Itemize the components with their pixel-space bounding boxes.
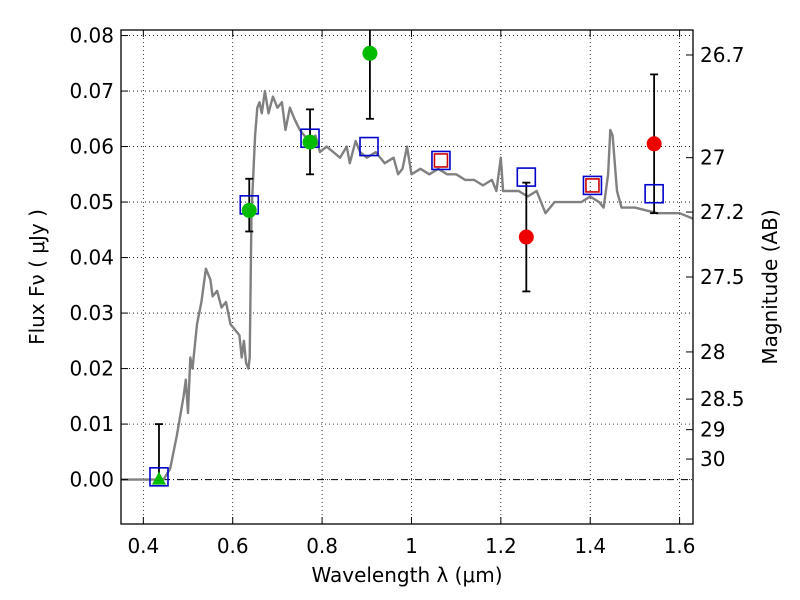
mag-tick-label-4: 28 — [700, 340, 725, 364]
axes-frame — [120, 29, 694, 525]
y-tick-label-6: 0.06 — [69, 135, 114, 159]
observed_nir-point-1 — [646, 136, 662, 152]
x-tick-label-1: 0.6 — [217, 534, 249, 558]
y-tick-label-5: 0.05 — [69, 190, 114, 214]
mag-tick-label-3: 27.5 — [700, 265, 745, 289]
mag-tick-label-7: 30 — [700, 447, 725, 471]
axis-labels: Wavelength λ (μm) Flux Fν ( μJy ) Magnitud… — [25, 209, 782, 587]
mag-tick-label-6: 29 — [700, 418, 725, 442]
model-box-6 — [585, 178, 600, 193]
mag-tick-label-1: 27 — [700, 146, 725, 170]
observed_optical-point-1 — [241, 202, 257, 218]
model-box-3 — [359, 136, 379, 157]
observed_optical-point-3 — [362, 45, 378, 61]
tick-labels: 0.4 0.6 0.8 1 1.2 1.4 1.6 0.00 0.01 0.02 0.03 0.04 0… — [69, 24, 744, 558]
y-tick-label-7: 0.07 — [69, 79, 114, 103]
x-tick-label-2: 0.8 — [306, 534, 338, 558]
mag-tick-label-2: 27.2 — [700, 200, 745, 224]
grid-lines — [121, 30, 693, 524]
y-tick-label-8: 0.08 — [69, 24, 114, 48]
y-tick-label-1: 0.01 — [69, 412, 114, 436]
model-sed-line — [121, 89, 693, 481]
x-tick-label-6: 1.6 — [664, 534, 696, 558]
model-box-0 — [149, 467, 169, 487]
model-box-4 — [433, 153, 449, 168]
x-tick-label-0: 0.4 — [127, 534, 159, 558]
x-tick-label-3: 1 — [405, 534, 418, 558]
y-tick-label-0: 0.00 — [69, 468, 114, 492]
model-box-outer-4 — [431, 150, 451, 171]
observed_nir-point-0 — [518, 229, 534, 245]
x-tick-label-4: 1.2 — [485, 534, 517, 558]
model-sed-layer — [121, 89, 693, 481]
y-tick-label-2: 0.02 — [69, 357, 114, 381]
model-box-5 — [516, 167, 537, 187]
x-axis-label: Wavelength λ (μm) — [311, 563, 502, 587]
x-tick-label-5: 1.4 — [574, 534, 606, 558]
observed_optical-triangle-0 — [151, 471, 166, 485]
model-box-7 — [644, 183, 664, 204]
mag-tick-label-5: 28.5 — [700, 387, 745, 411]
errorbar-layer — [154, 30, 659, 481]
plot-frame — [120, 29, 694, 525]
observed_optical-point-2 — [302, 134, 318, 150]
y-axis-label: Flux Fν ( μJy ) — [25, 209, 49, 345]
y-tick-label-3: 0.03 — [69, 301, 114, 325]
model-box-outer-6 — [582, 175, 603, 196]
y-tick-label-4: 0.04 — [69, 246, 114, 270]
observed-points-layer — [151, 45, 662, 485]
mag-tick-label-0: 26.7 — [700, 43, 745, 67]
y-axis-label-right: Magnitude (AB) — [758, 209, 782, 364]
